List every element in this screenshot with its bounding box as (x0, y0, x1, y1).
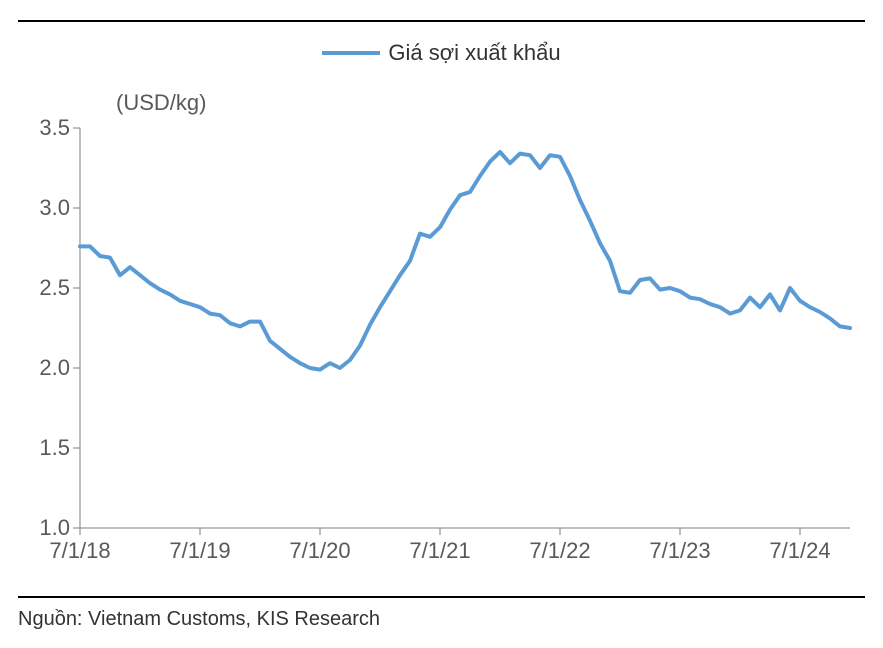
x-tick-label: 7/1/19 (169, 538, 230, 564)
bottom-rule (18, 596, 865, 598)
y-tick-label: 1.5 (20, 435, 70, 461)
x-tick-label: 7/1/23 (649, 538, 710, 564)
source-text: Nguồn: Vietnam Customs, KIS Research (18, 608, 380, 631)
y-tick-label: 3.5 (20, 115, 70, 141)
y-tick-label: 2.5 (20, 275, 70, 301)
x-tick-label: 7/1/18 (49, 538, 110, 564)
x-tick-label: 7/1/24 (769, 538, 830, 564)
y-tick-label: 2.0 (20, 355, 70, 381)
figure-container: Giá sợi xuất khẩu (USD/kg) Nguồn: Vietna… (0, 0, 883, 648)
x-tick-label: 7/1/20 (289, 538, 350, 564)
x-tick-label: 7/1/22 (529, 538, 590, 564)
x-tick-label: 7/1/21 (409, 538, 470, 564)
y-tick-label: 3.0 (20, 195, 70, 221)
